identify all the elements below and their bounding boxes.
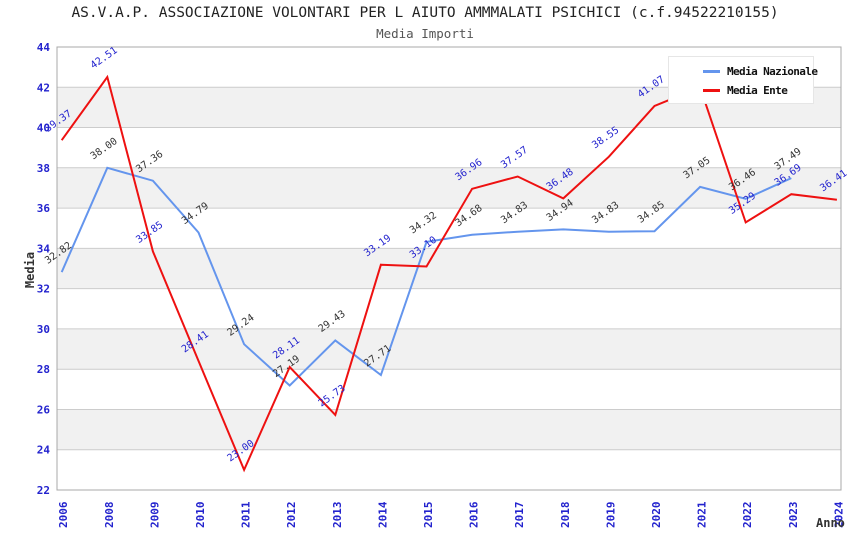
x-axis-title: Anno: [816, 516, 845, 530]
bands: [57, 87, 841, 450]
svg-text:28: 28: [37, 363, 50, 376]
legend-swatch-media-ente: [703, 89, 720, 92]
svg-text:2023: 2023: [787, 502, 800, 529]
svg-text:37.57: 37.57: [499, 145, 530, 171]
legend-label-media-nazionale: Media Nazionale: [727, 65, 818, 78]
svg-text:36: 36: [37, 202, 51, 215]
svg-text:42: 42: [37, 81, 50, 94]
svg-text:2011: 2011: [240, 501, 253, 528]
svg-text:24: 24: [37, 444, 51, 457]
svg-text:2018: 2018: [559, 502, 572, 529]
legend-item-media-ente: Media Ente: [669, 81, 813, 100]
svg-text:2017: 2017: [513, 502, 526, 529]
chart-subtitle: Media Importi: [376, 26, 474, 41]
svg-text:2008: 2008: [103, 502, 116, 529]
svg-text:2022: 2022: [741, 502, 754, 529]
svg-text:34: 34: [37, 242, 51, 255]
svg-text:26: 26: [37, 404, 51, 417]
svg-text:30: 30: [37, 323, 50, 336]
svg-text:34.32: 34.32: [408, 210, 439, 236]
legend-swatch-media-nazionale: [703, 70, 720, 73]
svg-text:2013: 2013: [331, 502, 344, 529]
svg-text:44: 44: [37, 41, 51, 54]
svg-text:40: 40: [37, 122, 50, 135]
legend-label-media-ente: Media Ente: [727, 84, 788, 97]
legend-item-media-nazionale: Media Nazionale: [669, 62, 818, 81]
series-line-1: [60, 74, 838, 473]
y-axis-title: Media: [23, 251, 37, 289]
y-tick-labels: 22 24 26 28 30 32 34 36 38 40 42 44: [37, 41, 51, 497]
svg-text:2016: 2016: [468, 501, 481, 528]
svg-text:2021: 2021: [696, 501, 709, 528]
svg-text:22: 22: [37, 484, 50, 497]
svg-text:38.00: 38.00: [89, 136, 120, 162]
svg-text:2020: 2020: [650, 502, 663, 529]
series-line-0: [60, 166, 792, 387]
svg-text:25.73: 25.73: [317, 383, 348, 409]
svg-text:32: 32: [37, 283, 50, 296]
svg-text:2009: 2009: [148, 502, 161, 529]
chart-title: AS.V.A.P. ASSOCIAZIONE VOLONTARI PER L A…: [71, 5, 779, 21]
svg-text:38: 38: [37, 162, 50, 175]
x-tick-labels: 2006 2008 2009 2010 2011 2012 2013 2014 2015 2016…: [57, 501, 845, 528]
svg-text:2006: 2006: [57, 501, 70, 528]
svg-text:2012: 2012: [285, 502, 298, 529]
svg-text:2014: 2014: [376, 501, 389, 528]
svg-text:42.51: 42.51: [89, 45, 120, 71]
plot-border: [56, 46, 842, 491]
legend: Media Nazionale Media Ente: [668, 56, 818, 104]
svg-text:2024: 2024: [832, 501, 845, 528]
svg-text:2010: 2010: [194, 502, 207, 529]
svg-text:2015: 2015: [422, 502, 435, 529]
svg-text:2019: 2019: [604, 502, 617, 529]
